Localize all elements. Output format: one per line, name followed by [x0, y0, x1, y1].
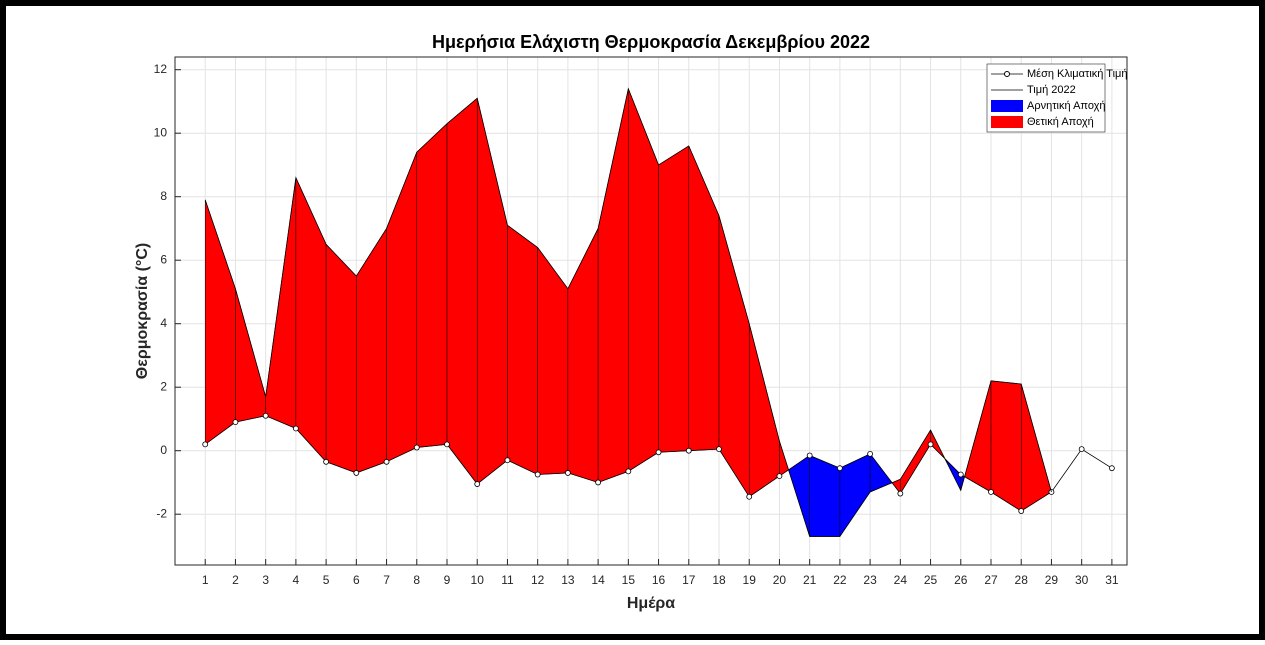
x-tick-label: 6 [353, 573, 360, 587]
series-marker [383, 458, 390, 465]
x-tick-label: 1 [202, 573, 209, 587]
x-tick-label: 20 [773, 573, 787, 587]
anomaly-area [416, 123, 448, 448]
series-marker [927, 441, 934, 448]
series-marker [202, 441, 209, 448]
y-tick-label: -2 [156, 506, 167, 520]
series-marker [413, 444, 420, 451]
x-tick-label: 19 [743, 573, 757, 587]
series-marker [564, 470, 571, 476]
legend-label: Τιμή 2022 [1027, 84, 1076, 96]
series-marker [897, 490, 904, 497]
legend-marker [1004, 71, 1010, 77]
series-line [204, 87, 1052, 537]
x-tick-label: 27 [984, 573, 998, 587]
x-tick-label: 26 [954, 573, 968, 587]
areas [204, 88, 1052, 538]
y-axis-label: Θερμοκρασία (°C) [134, 243, 151, 379]
y-tick-label: 6 [160, 252, 167, 266]
series-marker [353, 470, 360, 476]
series-marker [716, 446, 722, 453]
anomaly-area [446, 97, 478, 485]
legend-label: Αρνητική Αποχή [1027, 100, 1106, 112]
x-tick-label: 12 [531, 573, 545, 587]
legend-swatch [991, 100, 1023, 112]
x-tick-label: 2 [232, 573, 239, 587]
x-tick-label: 28 [1015, 573, 1029, 587]
x-tick-label: 17 [682, 573, 696, 587]
x-tick-label: 4 [293, 573, 300, 587]
x-tick-label: 31 [1105, 573, 1119, 587]
x-tick-label: 11 [501, 573, 514, 587]
lines [202, 87, 1115, 537]
x-tick-label: 3 [262, 573, 269, 587]
series-marker [957, 471, 964, 478]
series-marker [595, 479, 602, 486]
series-marker [262, 412, 269, 419]
series-marker [806, 452, 813, 459]
series-marker [867, 450, 874, 457]
plot-box [174, 56, 1128, 566]
anomaly-area [658, 145, 690, 453]
x-tick-label: 23 [863, 573, 877, 587]
x-tick-label: 21 [803, 573, 817, 587]
x-tick-label: 7 [383, 573, 390, 587]
series-marker [232, 419, 239, 426]
legend-label: Θετική Αποχή [1027, 116, 1094, 128]
series-marker [1108, 465, 1115, 472]
series-marker [655, 449, 662, 456]
x-tick-label: 5 [323, 573, 330, 587]
y-tick-label: 12 [154, 62, 168, 76]
anomaly-area [507, 224, 538, 475]
y-tick-label: 0 [160, 443, 167, 457]
x-tick-label: 24 [894, 573, 908, 587]
anomaly-area [325, 243, 357, 474]
x-tick-label: 18 [712, 573, 726, 587]
x-tick-label: 15 [622, 573, 636, 587]
series-marker [776, 473, 783, 480]
series-marker [836, 465, 843, 472]
legend: Μέση Κλιματική Τιμή Τιμή 2022 Αρνητική Απο… [986, 63, 1127, 133]
x-tick-label: 9 [444, 573, 451, 587]
series-marker [474, 481, 481, 487]
x-tick-label: 10 [471, 573, 485, 587]
y-tick-label: 2 [160, 379, 167, 393]
series-marker [625, 468, 632, 475]
x-tick-label: 14 [591, 573, 605, 587]
anomaly-area [990, 380, 1022, 512]
x-tick-label: 16 [652, 573, 666, 587]
series-marker [1078, 446, 1085, 453]
x-tick-label: 29 [1045, 573, 1059, 587]
y-tick-label: 10 [154, 125, 168, 139]
x-tick-label: 8 [413, 573, 420, 587]
x-tick-label: 25 [924, 573, 938, 587]
legend-label: Μέση Κλιματική Τιμή [1027, 68, 1127, 80]
x-axis-label: Ημέρα [627, 595, 675, 612]
anomaly-area [809, 455, 841, 537]
series-marker [746, 493, 753, 500]
x-tick-label: 22 [833, 573, 847, 587]
series-marker [534, 471, 541, 478]
y-tick-label: 8 [160, 189, 167, 203]
legend-swatch [991, 116, 1023, 128]
series-marker [444, 441, 450, 448]
series-marker [504, 457, 511, 464]
chart-title: Ημερήσια Ελάχιστη Θερμοκρασία Δεκεμβρίου… [432, 32, 870, 52]
x-tick-label: 30 [1075, 573, 1089, 587]
series-marker [988, 489, 994, 495]
series-marker [292, 425, 299, 432]
y-tick-label: 4 [160, 316, 167, 330]
series-marker [323, 458, 330, 465]
series-marker [1018, 508, 1025, 514]
series-marker [685, 447, 692, 454]
x-tick-label: 13 [561, 573, 575, 587]
